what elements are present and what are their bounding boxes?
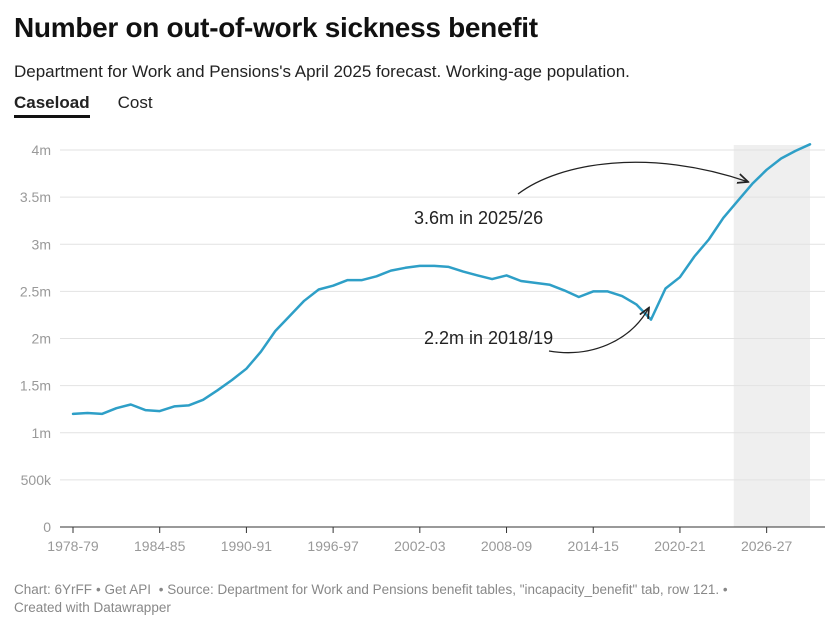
data-point-1997-98 bbox=[346, 278, 350, 282]
chart-title: Number on out-of-work sickness benefit bbox=[14, 12, 538, 43]
annotation-2025-26-arrow bbox=[517, 161, 748, 195]
data-point-2029-30 bbox=[808, 142, 812, 146]
data-point-1978-79 bbox=[71, 412, 75, 416]
tab-bar: Caseload Cost bbox=[14, 93, 153, 118]
data-point-1994-95 bbox=[302, 299, 306, 303]
data-point-2001-02 bbox=[403, 266, 407, 270]
data-point-1979-80 bbox=[85, 411, 89, 415]
data-point-2016-17 bbox=[620, 294, 624, 298]
data-point-2005-06 bbox=[461, 270, 465, 274]
data-point-2017-18 bbox=[635, 303, 639, 307]
y-tick-label: 2.5m bbox=[20, 283, 51, 299]
x-tick-label: 1996-97 bbox=[307, 538, 359, 554]
y-tick-label: 3.5m bbox=[20, 189, 51, 205]
tab-caseload[interactable]: Caseload bbox=[14, 93, 90, 118]
data-point-2009-10 bbox=[519, 279, 523, 283]
y-tick-label: 0 bbox=[43, 519, 51, 535]
data-point-2024-25 bbox=[736, 199, 740, 203]
x-tick-label: 2008-09 bbox=[481, 538, 533, 554]
get-api-link[interactable]: • Get API bbox=[96, 582, 152, 597]
data-point-2013-14 bbox=[577, 295, 581, 299]
y-tick-label: 1.5m bbox=[20, 378, 51, 394]
data-point-1986-87 bbox=[187, 403, 191, 407]
data-point-2023-24 bbox=[721, 216, 725, 220]
y-tick-label: 1m bbox=[32, 425, 51, 441]
credit-link[interactable]: Created with Datawrapper bbox=[14, 600, 171, 615]
data-point-2028-29 bbox=[794, 149, 798, 153]
chart-subtitle: Department for Work and Pensions's April… bbox=[14, 62, 630, 81]
data-point-2002-03 bbox=[418, 264, 422, 268]
data-point-2021-22 bbox=[692, 255, 696, 259]
data-point-2019-20 bbox=[663, 287, 667, 291]
x-tick-label: 1990-91 bbox=[221, 538, 273, 554]
data-point-2025-26 bbox=[750, 182, 754, 186]
data-point-1991-92 bbox=[259, 350, 263, 354]
data-point-2006-07 bbox=[476, 273, 480, 277]
data-point-1988-89 bbox=[216, 388, 220, 392]
data-point-1996-97 bbox=[331, 284, 335, 288]
data-point-1983-84 bbox=[143, 408, 147, 412]
data-point-2004-05 bbox=[447, 265, 451, 269]
x-tick-label: 2002-03 bbox=[394, 538, 446, 554]
data-point-1995-96 bbox=[317, 287, 321, 291]
annotation-2025-26: 3.6m in 2025/26 bbox=[414, 208, 543, 228]
data-point-2018-19 bbox=[649, 318, 653, 322]
y-tick-label: 3m bbox=[32, 236, 51, 252]
data-point-2007-08 bbox=[490, 277, 494, 281]
data-point-2015-16 bbox=[606, 289, 610, 293]
data-point-2011-12 bbox=[548, 283, 552, 287]
data-point-1984-85 bbox=[158, 409, 162, 413]
y-tick-label: 2m bbox=[32, 331, 51, 347]
data-point-2003-04 bbox=[432, 264, 436, 268]
data-point-1981-82 bbox=[114, 406, 118, 410]
forecast-period-shade bbox=[733, 145, 810, 527]
data-point-2026-27 bbox=[765, 168, 769, 172]
data-point-2014-15 bbox=[591, 289, 595, 293]
x-tick-label: 2020-21 bbox=[654, 538, 706, 554]
data-point-2010-11 bbox=[533, 281, 537, 285]
source-note: • Source: Department for Work and Pensio… bbox=[155, 582, 728, 597]
y-tick-label: 500k bbox=[21, 472, 52, 488]
caseload-series-line bbox=[71, 143, 812, 416]
data-point-1985-86 bbox=[172, 404, 176, 408]
x-tick-label: 2014-15 bbox=[568, 538, 620, 554]
data-point-1992-93 bbox=[273, 329, 277, 333]
data-point-1990-91 bbox=[244, 367, 248, 371]
data-point-1989-90 bbox=[230, 378, 234, 382]
data-point-2020-21 bbox=[678, 275, 682, 279]
data-point-1993-94 bbox=[288, 314, 292, 318]
chart-id: Chart: 6YrFF bbox=[14, 582, 93, 597]
x-tick-label: 1984-85 bbox=[134, 538, 186, 554]
x-tick-label: 2026-27 bbox=[741, 538, 793, 554]
data-point-2008-09 bbox=[505, 273, 509, 277]
data-point-2012-13 bbox=[562, 288, 566, 292]
data-point-1999-00 bbox=[374, 274, 378, 278]
chart-footer: Chart: 6YrFF • Get API • Source: Departme… bbox=[14, 581, 804, 617]
annotation-2018-19: 2.2m in 2018/19 bbox=[424, 328, 553, 348]
y-tick-label: 4m bbox=[32, 142, 51, 158]
data-point-1980-81 bbox=[100, 412, 104, 416]
data-point-1998-99 bbox=[360, 278, 364, 282]
data-point-1982-83 bbox=[129, 402, 133, 406]
data-point-1987-88 bbox=[201, 398, 205, 402]
annotation-2018-19-arrow bbox=[548, 308, 649, 354]
line-chart: 0 500k 1m 1.5m 2m 2.5m 3m 3.5m 4m 1978-79 1984-85… bbox=[20, 142, 825, 554]
data-point-2027-28 bbox=[779, 156, 783, 160]
data-point-2000-01 bbox=[389, 269, 393, 273]
data-point-2022-23 bbox=[707, 238, 711, 242]
tab-cost[interactable]: Cost bbox=[117, 93, 153, 112]
x-tick-label: 1978-79 bbox=[47, 538, 99, 554]
